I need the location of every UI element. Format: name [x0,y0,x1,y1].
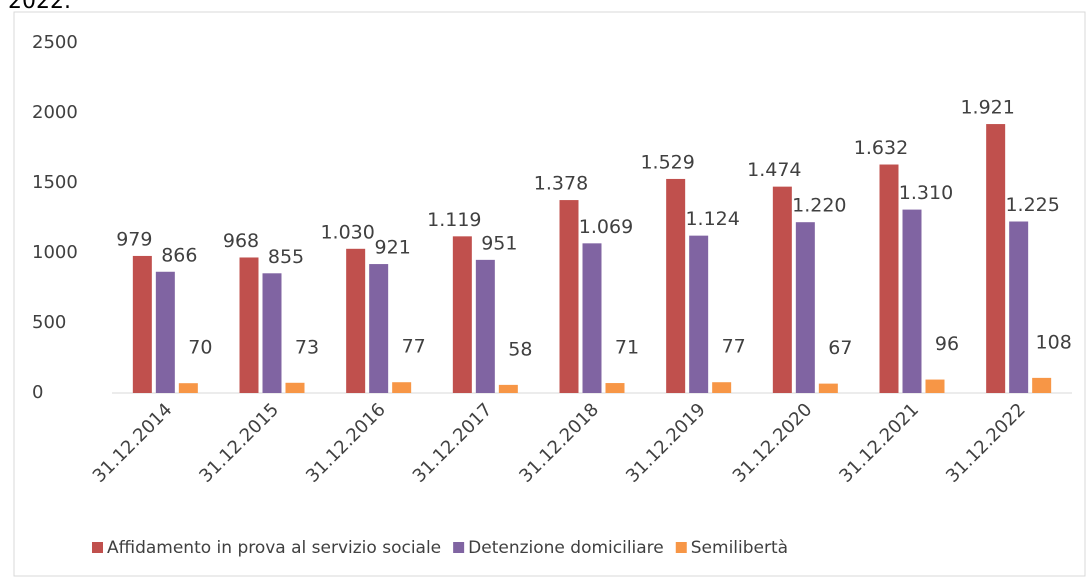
data-label: 1.529 [640,151,694,173]
y-tick-label: 500 [32,312,66,333]
data-label: 866 [161,244,197,266]
bar [559,200,579,393]
bar [582,243,602,393]
bar [772,186,792,393]
bar [605,383,625,393]
data-label: 67 [828,337,852,359]
data-label: 1.378 [534,173,588,195]
bar [178,383,198,393]
data-label: 1.921 [960,97,1014,119]
y-tick-label: 1500 [32,172,78,193]
legend-swatch [92,542,103,553]
data-label: 1.030 [320,221,374,243]
bar [285,382,305,393]
data-label: 968 [223,230,259,252]
bar [369,264,389,393]
legend-label: Detenzione domiciliare [468,538,664,558]
bar [452,236,472,393]
legend-swatch [453,542,465,553]
y-tick-label: 0 [32,382,43,403]
data-label: 96 [935,333,959,355]
data-label: 77 [722,336,746,358]
chart-title: 2022. [8,0,71,14]
data-label: 73 [295,336,319,358]
data-label: 1.310 [899,182,953,204]
bar [986,124,1006,393]
y-tick-label: 2500 [32,32,78,53]
data-label: 951 [481,232,517,254]
data-label: 1.119 [427,209,481,231]
bar [155,271,175,393]
bar [795,222,815,393]
bar [475,259,495,393]
data-label: 70 [188,337,212,359]
data-label: 1.069 [579,216,633,238]
data-label: 1.474 [747,159,801,181]
legend-swatch [675,542,687,553]
data-label: 1.220 [792,195,846,217]
data-label: 855 [268,246,304,268]
bar [925,379,945,393]
bar [132,255,152,393]
data-label: 77 [402,336,426,358]
data-label: 108 [1036,331,1072,353]
y-tick-label: 1000 [32,242,78,263]
data-label: 1.124 [685,208,739,230]
bar [239,257,259,393]
legend-label: Affidamento in prova al servizio sociale [107,538,441,558]
bar [1032,377,1052,393]
data-label: 921 [375,237,411,259]
data-label: 1.225 [1005,194,1059,216]
data-label: 979 [116,228,152,250]
bar [689,235,709,393]
bar [712,382,732,393]
data-label: 71 [615,337,639,359]
legend-label: Semilibertà [691,538,788,558]
bar [498,384,518,393]
bar [666,178,686,393]
bar [346,248,366,393]
bar [262,273,282,393]
y-tick-label: 2000 [32,102,78,123]
data-label: 58 [508,338,532,360]
bar [1009,221,1029,393]
bar [879,164,899,393]
bar [902,209,922,393]
bar [818,383,838,393]
bar [392,382,412,393]
data-label: 1.632 [854,137,908,159]
